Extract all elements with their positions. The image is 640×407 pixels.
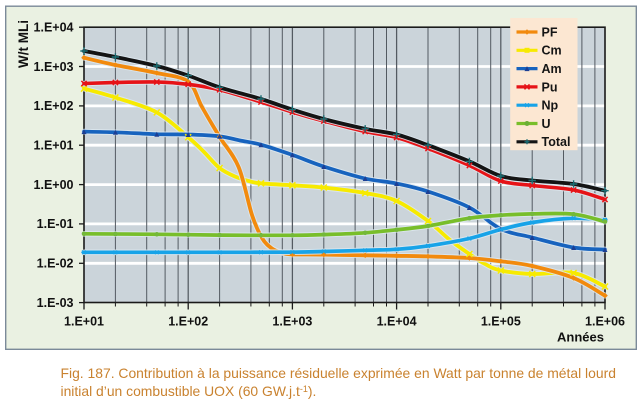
svg-text:1.E-01: 1.E-01 xyxy=(37,217,74,231)
svg-text:U: U xyxy=(542,117,551,131)
svg-text:1.E+04: 1.E+04 xyxy=(34,21,74,35)
svg-text:1.E+03: 1.E+03 xyxy=(272,315,312,329)
svg-text:Années: Années xyxy=(557,330,604,345)
svg-text:1.E+02: 1.E+02 xyxy=(168,315,208,329)
svg-text:Total: Total xyxy=(542,135,571,149)
svg-text:initial d’un combustible UOX (: initial d’un combustible UOX (60 GW.j.t-… xyxy=(61,383,317,399)
svg-text:1.E-02: 1.E-02 xyxy=(37,257,74,271)
svg-text:1.E+04: 1.E+04 xyxy=(377,315,417,329)
svg-text:1.E+01: 1.E+01 xyxy=(64,315,104,329)
svg-text:Am: Am xyxy=(542,62,562,76)
svg-text:PF: PF xyxy=(542,25,558,39)
svg-text:1.E+05: 1.E+05 xyxy=(481,315,521,329)
svg-text:W/t MLi: W/t MLi xyxy=(16,20,31,68)
svg-text:1.E+01: 1.E+01 xyxy=(34,139,74,153)
svg-text:Cm: Cm xyxy=(542,44,562,58)
svg-text:1.E+03: 1.E+03 xyxy=(34,60,74,74)
svg-text:1.E+06: 1.E+06 xyxy=(585,315,625,329)
svg-text:Pu: Pu xyxy=(542,80,558,94)
svg-text:Fig. 187. Contribution à la pu: Fig. 187. Contribution à la puissance ré… xyxy=(61,365,616,381)
svg-text:Np: Np xyxy=(542,99,559,113)
svg-text:1.E-03: 1.E-03 xyxy=(37,296,74,310)
svg-text:1.E+00: 1.E+00 xyxy=(34,178,74,192)
svg-text:1.E+02: 1.E+02 xyxy=(34,99,74,113)
